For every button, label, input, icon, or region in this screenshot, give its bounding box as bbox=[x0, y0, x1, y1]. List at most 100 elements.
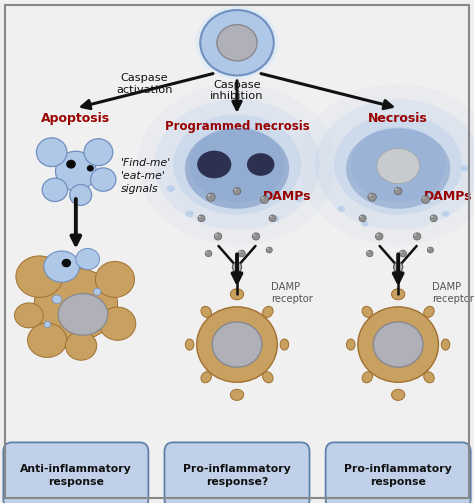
Ellipse shape bbox=[366, 250, 373, 257]
Ellipse shape bbox=[214, 233, 222, 240]
Ellipse shape bbox=[65, 331, 97, 360]
Ellipse shape bbox=[373, 322, 423, 367]
Ellipse shape bbox=[351, 127, 446, 202]
Ellipse shape bbox=[431, 216, 433, 217]
Ellipse shape bbox=[346, 128, 450, 209]
Ellipse shape bbox=[44, 321, 51, 327]
Ellipse shape bbox=[15, 303, 43, 328]
Ellipse shape bbox=[422, 196, 429, 204]
Ellipse shape bbox=[271, 215, 279, 222]
Ellipse shape bbox=[359, 215, 366, 222]
Ellipse shape bbox=[206, 251, 208, 253]
Ellipse shape bbox=[154, 99, 320, 230]
Ellipse shape bbox=[52, 295, 62, 304]
FancyBboxPatch shape bbox=[3, 443, 148, 503]
Ellipse shape bbox=[263, 306, 273, 317]
Ellipse shape bbox=[441, 339, 450, 350]
Ellipse shape bbox=[198, 215, 205, 222]
Ellipse shape bbox=[394, 188, 402, 195]
Ellipse shape bbox=[208, 194, 210, 196]
Ellipse shape bbox=[294, 196, 303, 202]
Ellipse shape bbox=[252, 233, 260, 240]
Text: Necrosis: Necrosis bbox=[368, 112, 428, 125]
Ellipse shape bbox=[375, 233, 383, 240]
Ellipse shape bbox=[261, 197, 264, 199]
Ellipse shape bbox=[36, 138, 67, 166]
Text: Anti-inflammatory
response: Anti-inflammatory response bbox=[20, 464, 132, 486]
Ellipse shape bbox=[230, 289, 244, 300]
Ellipse shape bbox=[427, 247, 433, 253]
Ellipse shape bbox=[95, 262, 135, 297]
Ellipse shape bbox=[44, 251, 80, 282]
Ellipse shape bbox=[368, 193, 376, 201]
Ellipse shape bbox=[62, 259, 71, 268]
Ellipse shape bbox=[207, 193, 215, 201]
Ellipse shape bbox=[361, 221, 369, 227]
Ellipse shape bbox=[253, 234, 255, 235]
Ellipse shape bbox=[201, 306, 211, 317]
Ellipse shape bbox=[195, 7, 279, 79]
Ellipse shape bbox=[27, 323, 67, 358]
Ellipse shape bbox=[377, 148, 419, 184]
Ellipse shape bbox=[185, 339, 194, 350]
Text: Pro-inflammatory
response?: Pro-inflammatory response? bbox=[183, 464, 291, 486]
Ellipse shape bbox=[422, 197, 425, 199]
Ellipse shape bbox=[269, 215, 276, 222]
Ellipse shape bbox=[393, 262, 403, 272]
Ellipse shape bbox=[66, 160, 76, 169]
Ellipse shape bbox=[58, 294, 108, 335]
Ellipse shape bbox=[315, 99, 474, 230]
Ellipse shape bbox=[261, 196, 268, 204]
Ellipse shape bbox=[238, 250, 246, 257]
Ellipse shape bbox=[395, 189, 397, 190]
Ellipse shape bbox=[247, 153, 274, 176]
Ellipse shape bbox=[137, 84, 337, 245]
Ellipse shape bbox=[234, 189, 236, 190]
Text: Apoptosis: Apoptosis bbox=[41, 112, 110, 125]
Text: Pro-inflammatory
response: Pro-inflammatory response bbox=[344, 464, 452, 486]
Ellipse shape bbox=[197, 307, 277, 382]
Ellipse shape bbox=[400, 251, 402, 253]
Ellipse shape bbox=[99, 307, 136, 340]
Ellipse shape bbox=[360, 216, 362, 217]
Ellipse shape bbox=[230, 389, 244, 400]
Ellipse shape bbox=[93, 288, 101, 295]
Ellipse shape bbox=[239, 251, 241, 253]
Ellipse shape bbox=[299, 84, 474, 245]
Ellipse shape bbox=[91, 168, 116, 191]
Ellipse shape bbox=[392, 289, 405, 300]
Ellipse shape bbox=[201, 372, 211, 383]
Ellipse shape bbox=[267, 248, 269, 249]
Ellipse shape bbox=[185, 210, 194, 217]
Ellipse shape bbox=[173, 114, 301, 215]
Ellipse shape bbox=[197, 151, 231, 179]
Ellipse shape bbox=[212, 322, 262, 367]
FancyBboxPatch shape bbox=[326, 443, 471, 503]
Ellipse shape bbox=[442, 211, 449, 217]
Text: DAMPs: DAMPs bbox=[263, 190, 311, 203]
Ellipse shape bbox=[270, 216, 272, 217]
Ellipse shape bbox=[430, 215, 437, 222]
Ellipse shape bbox=[232, 262, 242, 272]
Ellipse shape bbox=[376, 234, 378, 235]
Ellipse shape bbox=[362, 372, 373, 383]
Ellipse shape bbox=[215, 234, 217, 235]
Ellipse shape bbox=[413, 233, 421, 240]
Ellipse shape bbox=[233, 188, 241, 195]
Ellipse shape bbox=[461, 165, 468, 172]
Ellipse shape bbox=[392, 389, 405, 400]
Ellipse shape bbox=[424, 372, 434, 383]
Text: DAMP
receptor: DAMP receptor bbox=[271, 282, 313, 304]
Ellipse shape bbox=[87, 165, 94, 172]
Ellipse shape bbox=[346, 339, 355, 350]
Ellipse shape bbox=[55, 151, 96, 191]
Ellipse shape bbox=[205, 250, 212, 257]
Ellipse shape bbox=[428, 248, 430, 249]
Ellipse shape bbox=[16, 256, 63, 297]
Ellipse shape bbox=[217, 25, 257, 61]
Text: Programmed necrosis: Programmed necrosis bbox=[164, 120, 310, 133]
Ellipse shape bbox=[42, 178, 68, 202]
Ellipse shape bbox=[362, 306, 373, 317]
Ellipse shape bbox=[76, 248, 100, 270]
Ellipse shape bbox=[399, 250, 406, 257]
